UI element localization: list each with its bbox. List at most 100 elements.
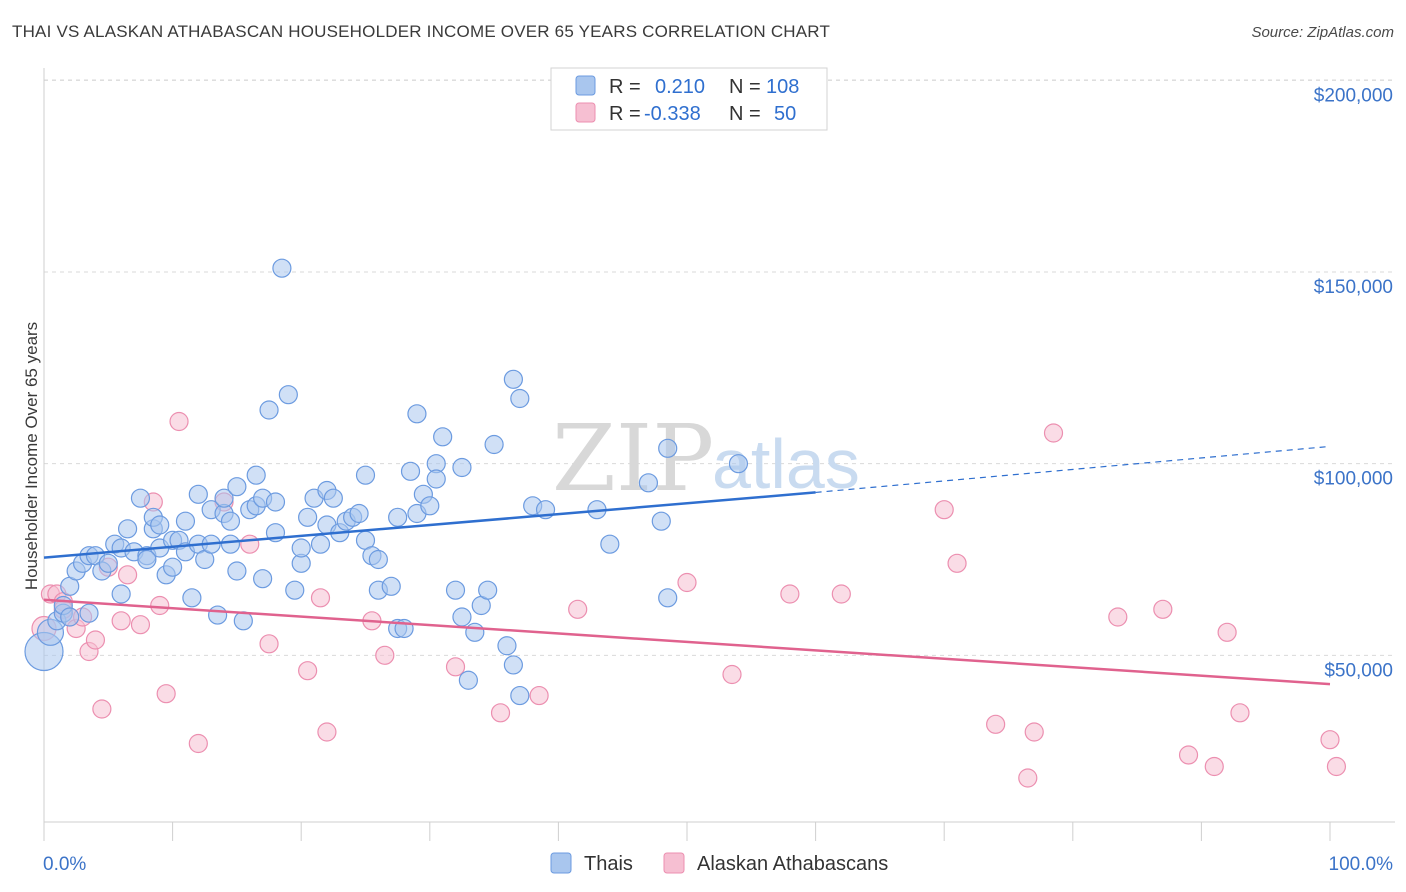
chart-title: THAI VS ALASKAN ATHABASCAN HOUSEHOLDER I… xyxy=(12,22,831,41)
legend-alaskan-n-label: N = xyxy=(729,103,761,125)
y-tick-label: $50,000 xyxy=(1324,660,1393,681)
thai-point xyxy=(728,454,749,474)
data-points xyxy=(24,258,1347,788)
thai-point xyxy=(658,588,678,608)
alaskan-point xyxy=(568,599,588,619)
alaskan-point xyxy=(92,699,112,719)
thai-point xyxy=(220,511,241,531)
thai-point xyxy=(355,465,376,485)
alaskan-point xyxy=(85,630,106,650)
alaskan-point xyxy=(1204,756,1224,777)
alaskan-point xyxy=(529,685,549,706)
thai-point xyxy=(233,611,253,631)
gridlines xyxy=(44,79,1395,656)
axes: $50,000 $100,000 $150,000 $200,000 0.0% 100.0… xyxy=(43,68,1395,875)
y-tick-label: $200,000 xyxy=(1314,85,1393,106)
alaskan-point xyxy=(1043,423,1064,443)
alaskan-point xyxy=(780,584,800,604)
thai-point xyxy=(175,511,196,531)
thai-point xyxy=(130,488,151,508)
alaskan-trend-line xyxy=(43,598,1331,686)
bottom-legend-alaskan-label: Alaskan Athabascans xyxy=(697,853,888,875)
thai-point xyxy=(188,484,208,504)
bottom-legend: Thais Alaskan Athabascans xyxy=(550,852,888,875)
thai-point xyxy=(452,457,472,478)
legend-alaskan-n-value: 50 xyxy=(774,103,796,125)
thai-point xyxy=(278,385,298,405)
thai-point xyxy=(214,488,234,508)
thai-point xyxy=(503,369,523,389)
y-tick-label: $150,000 xyxy=(1314,277,1393,298)
thai-point xyxy=(368,549,388,570)
thai-point xyxy=(60,607,80,627)
thai-point xyxy=(503,655,523,675)
alaskan-point xyxy=(1024,722,1044,742)
legend-thai-n-value: 108 xyxy=(766,76,799,98)
legend-box: R = 0.210 N = 108 R = -0.338 N = 50 xyxy=(550,67,828,131)
thai-point xyxy=(484,434,504,455)
alaskan-point xyxy=(1178,745,1199,765)
alaskan-point xyxy=(1153,599,1173,619)
thai-point xyxy=(433,427,453,447)
thai-point xyxy=(420,496,440,516)
chart-source: Source: ZipAtlas.com xyxy=(1251,24,1394,41)
thai-point xyxy=(381,576,401,596)
bottom-legend-thai-swatch xyxy=(550,852,572,874)
thai-point xyxy=(265,492,286,512)
x-tick-label: 100.0% xyxy=(1329,854,1394,875)
alaskan-point xyxy=(1320,730,1340,750)
alaskan-point xyxy=(986,714,1006,734)
thai-point xyxy=(452,607,472,627)
legend-thai-swatch xyxy=(575,75,596,96)
alaskan-point xyxy=(156,684,176,704)
thai-point xyxy=(227,477,247,497)
thai-point xyxy=(220,534,241,554)
thai-point xyxy=(163,557,183,577)
alaskan-point xyxy=(188,733,208,754)
alaskan-point xyxy=(375,645,395,665)
thai-point xyxy=(111,584,131,604)
thai-point xyxy=(510,685,530,706)
x-tick-label: 0.0% xyxy=(43,854,86,875)
alaskan-point xyxy=(1018,768,1038,788)
thai-point xyxy=(182,588,202,608)
legend-alaskan-r-label: R = xyxy=(609,103,641,125)
thai-point xyxy=(98,553,118,573)
thai-point xyxy=(349,503,369,524)
thai-point xyxy=(246,465,266,485)
alaskan-point xyxy=(310,588,331,608)
legend-alaskan-r-value: -0.338 xyxy=(644,103,701,125)
thai-point xyxy=(285,580,305,600)
alaskan-point xyxy=(1326,756,1347,777)
thai-point xyxy=(310,534,331,554)
alaskan-point xyxy=(130,615,151,635)
alaskan-point xyxy=(240,534,260,554)
alaskan-point xyxy=(934,500,954,520)
thai-point xyxy=(272,258,292,278)
thai-point xyxy=(253,569,273,589)
legend-alaskan-swatch xyxy=(575,102,596,123)
alaskan-point xyxy=(1108,607,1128,627)
thai-point xyxy=(298,507,318,527)
alaskan-point xyxy=(947,553,967,573)
alaskan-point xyxy=(117,565,138,585)
thai-point xyxy=(323,488,343,508)
thai-point xyxy=(445,580,466,600)
legend-thai-r-label: R = xyxy=(609,76,641,98)
thai-point xyxy=(137,549,157,570)
watermark-zip: ZIP xyxy=(552,405,714,512)
thai-point xyxy=(400,461,421,481)
alaskan-point xyxy=(150,595,170,616)
thai-point xyxy=(497,636,517,656)
thai-point xyxy=(407,404,427,424)
alaskan-point xyxy=(445,657,466,677)
y-axis-label: Householder Income Over 65 years xyxy=(22,322,41,590)
thai-point xyxy=(227,561,247,581)
bottom-legend-thai-label: Thais xyxy=(584,853,633,875)
bottom-legend-alaskan-swatch xyxy=(663,852,685,874)
trend-lines xyxy=(43,445,1331,686)
thai-trend-extension xyxy=(815,445,1331,494)
thai-point xyxy=(658,438,678,458)
alaskan-point xyxy=(1230,703,1250,723)
